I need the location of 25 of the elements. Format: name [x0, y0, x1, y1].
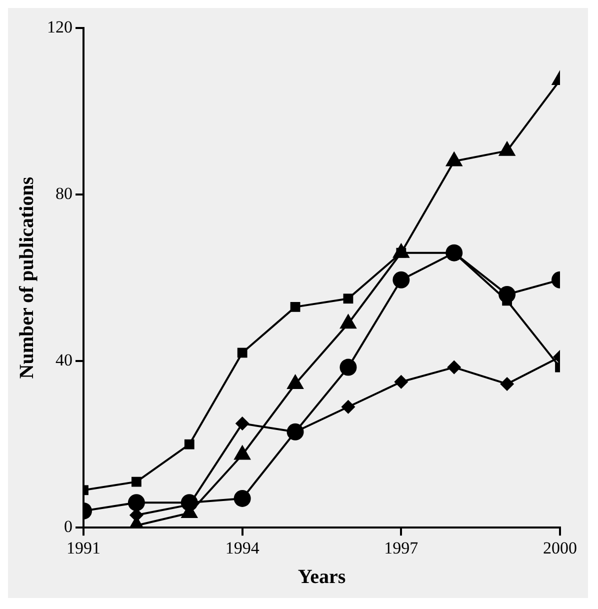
y-tick-label: 0	[64, 517, 72, 536]
point	[184, 439, 194, 450]
point	[341, 400, 356, 414]
point	[392, 271, 410, 288]
y-tick-label: 120	[47, 17, 72, 36]
point	[500, 376, 514, 391]
y-axis-title: Number of publications	[16, 176, 38, 379]
x-axis-title: Years	[298, 566, 346, 588]
y-tick-label: 80	[56, 184, 72, 203]
point	[340, 358, 357, 376]
point	[235, 416, 250, 431]
point	[343, 294, 354, 304]
x-tick-label: 1991	[66, 538, 100, 558]
x-tick-label: 1997	[384, 538, 419, 558]
point	[394, 374, 408, 389]
x-tick-label: 2000	[543, 538, 577, 558]
point	[237, 348, 248, 358]
point	[131, 476, 142, 487]
point	[447, 360, 462, 374]
point	[290, 302, 300, 312]
point	[180, 494, 198, 512]
point	[128, 494, 145, 512]
x-tick-label: 1994	[225, 538, 260, 558]
y-tick-label: 40	[56, 350, 72, 370]
point	[234, 490, 251, 507]
